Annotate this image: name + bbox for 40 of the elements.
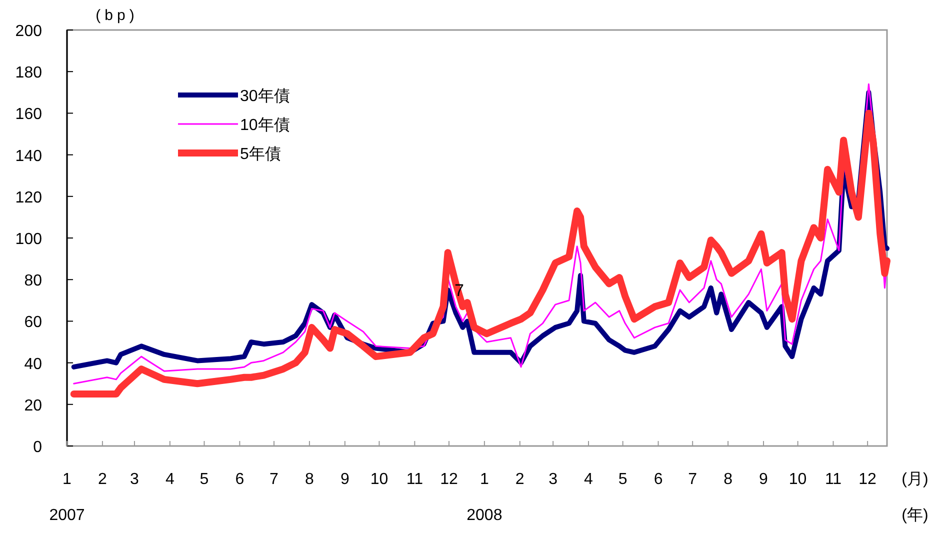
x-tick-label: 10 <box>370 471 388 488</box>
y-tick-label: 180 <box>15 64 42 82</box>
x-tick-label: 4 <box>165 471 174 488</box>
x-tick-label: 5 <box>618 471 628 488</box>
x-tick-label: 9 <box>340 471 350 488</box>
y-tick-label: 80 <box>24 272 42 290</box>
x-tick-label: 12 <box>858 471 877 488</box>
x-tick-label: 12 <box>440 471 458 488</box>
x-tick-label: 5 <box>200 471 209 488</box>
x-tick-label: 3 <box>548 471 558 488</box>
x-axis-title: (月) (年) <box>902 471 928 524</box>
x-tick-label: 10 <box>788 471 807 488</box>
x-tick-label: 2 <box>515 471 524 488</box>
x-tick-label: 7 <box>270 471 279 488</box>
x-tick-label: 7 <box>688 471 698 488</box>
y-tick-label: 200 <box>15 23 42 40</box>
y-tick-label: 20 <box>24 397 42 414</box>
x-tick-label: 8 <box>724 471 733 488</box>
x-tick-label: 11 <box>824 471 842 488</box>
x-tick-label: 11 <box>406 471 424 488</box>
x-tick-label: 6 <box>235 471 244 488</box>
x-tick-label: 4 <box>584 471 594 488</box>
legend-label: 30年債 <box>240 88 290 105</box>
y-tick-label: 160 <box>15 106 42 124</box>
y-tick-label: 120 <box>15 189 42 206</box>
y-tick-label: 140 <box>15 148 42 165</box>
y-tick-label: 0 <box>33 439 42 456</box>
y-axis-title: (bp) <box>96 7 138 24</box>
x-tick-label: 6 <box>654 471 663 488</box>
x-tick-label: 2 <box>98 471 107 488</box>
legend-label: 5年債 <box>240 146 281 163</box>
x-tick-label: 9 <box>759 471 768 488</box>
y-tick-label: 40 <box>24 356 42 373</box>
x-tick-label: 8 <box>305 471 314 488</box>
x-tick-label: 3 <box>130 471 140 488</box>
legend-label: 10年債 <box>240 117 290 134</box>
y-tick-label: 100 <box>15 231 42 248</box>
x-tick-label: 1 2008 <box>466 471 502 524</box>
y-tick-label: 60 <box>24 314 42 332</box>
x-tick-label: 1 2007 <box>49 471 85 524</box>
